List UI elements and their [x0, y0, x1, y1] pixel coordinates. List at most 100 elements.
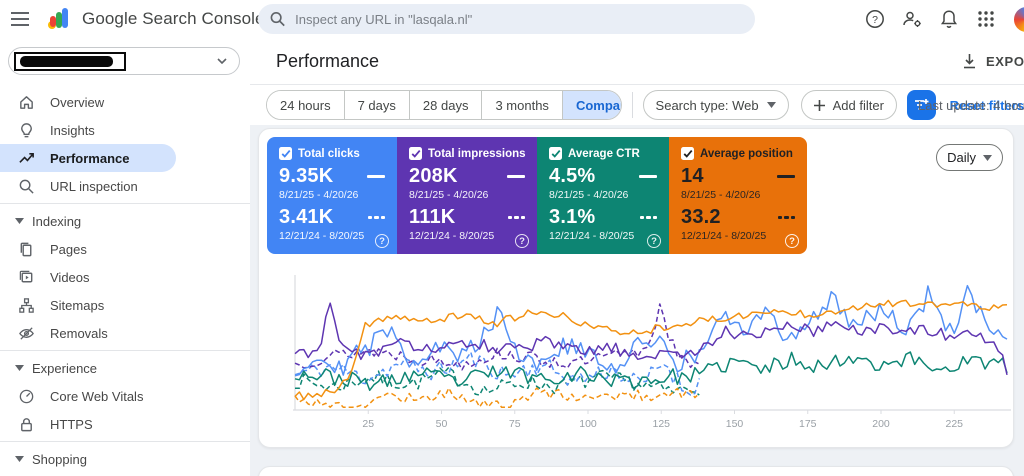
metric-range-current: 8/21/25 - 4/20/26: [409, 189, 489, 201]
solid-line-indicator: [367, 175, 385, 178]
video-icon: [17, 268, 35, 286]
user-settings-icon[interactable]: [901, 8, 923, 30]
checkbox-checked-icon[interactable]: [681, 147, 694, 160]
sidebar-item-pages[interactable]: Pages: [0, 235, 250, 263]
chip-28-days[interactable]: 28 days: [409, 91, 483, 119]
caret-down-icon: [766, 102, 776, 108]
performance-report-card: Total clicks 9.35K 8/21/25 - 4/20/26 3.4…: [258, 128, 1014, 448]
chart-series-position-current: [294, 299, 1008, 401]
help-icon[interactable]: ?: [375, 234, 389, 248]
apps-grid-icon[interactable]: [975, 8, 997, 30]
caret-down-icon: [983, 154, 992, 161]
metric-label: Average CTR: [568, 147, 640, 160]
export-button[interactable]: EXPORT: [962, 53, 1024, 69]
trending-up-icon: [17, 149, 35, 167]
notifications-bell-icon[interactable]: [938, 8, 960, 30]
solid-line-indicator: [777, 175, 795, 178]
sidebar-item-label: Core Web Vitals: [50, 388, 144, 404]
chip-3-months[interactable]: 3 months: [482, 91, 563, 119]
checkbox-checked-icon[interactable]: [549, 147, 562, 160]
url-inspect-searchbar[interactable]: [258, 4, 755, 34]
sidebar-item-performance[interactable]: Performance: [0, 144, 176, 172]
chart-series-clicks-prev: [294, 351, 701, 396]
chip-label: 28 days: [422, 97, 469, 113]
help-icon[interactable]: ?: [647, 234, 661, 248]
sidebar-item-https[interactable]: HTTPS: [0, 410, 250, 438]
sidebar-item-overview[interactable]: Overview: [0, 88, 250, 116]
help-icon[interactable]: ?: [864, 8, 886, 30]
search-type-dropdown[interactable]: Search type: Web: [642, 90, 789, 120]
app-title: Google Search Console: [82, 9, 265, 28]
solid-line-indicator: [639, 175, 657, 178]
metric-value-previous: 3.41K: [279, 206, 334, 228]
metric-label: Total impressions: [428, 147, 526, 160]
metric-value-previous: 33.2: [681, 206, 721, 228]
chip-compare[interactable]: Compare: [562, 91, 621, 119]
sidebar-item-label: Overview: [50, 94, 105, 110]
x-axis-label: 50: [436, 418, 448, 430]
gauge-icon: [17, 387, 35, 405]
metric-card-total-clicks[interactable]: Total clicks 9.35K 8/21/25 - 4/20/26 3.4…: [267, 137, 397, 254]
sidebar-item-label: HTTPS: [50, 416, 93, 432]
sidebar-item-label: URL inspection: [50, 178, 138, 194]
dashed-line-indicator: [507, 216, 525, 219]
help-icon[interactable]: ?: [785, 234, 799, 248]
granularity-dropdown[interactable]: Daily: [936, 144, 1003, 171]
page-title: Performance: [276, 50, 380, 71]
solid-line-indicator: [507, 175, 525, 178]
sidebar-item-insights[interactable]: Insights: [0, 116, 250, 144]
chip-7-days[interactable]: 7 days: [344, 91, 410, 119]
hamburger-menu-icon[interactable]: [0, 0, 40, 38]
x-axis-label: 150: [726, 418, 744, 430]
lock-icon: [17, 415, 35, 433]
top-header: Google Search Console ?: [0, 0, 1024, 38]
sidebar: Overview Insights Performance URL inspec…: [0, 38, 250, 476]
checkbox-checked-icon[interactable]: [279, 147, 292, 160]
account-avatar[interactable]: [1012, 4, 1024, 34]
sidebar-section-experience[interactable]: Experience: [0, 354, 250, 382]
sidebar-divider: [0, 203, 250, 204]
chip-label: Compare: [575, 97, 621, 113]
reset-filters-link[interactable]: Reset filters: [949, 97, 1024, 113]
metric-card-average-position[interactable]: Average position 14 8/21/25 - 4/20/26 33…: [669, 137, 807, 254]
property-selector[interactable]: [8, 47, 240, 75]
search-icon: [17, 177, 35, 195]
sidebar-item-core-web-vitals[interactable]: Core Web Vitals: [0, 382, 250, 410]
dashed-line-indicator: [639, 216, 657, 219]
sidebar-item-videos[interactable]: Videos: [0, 263, 250, 291]
filter-divider: [631, 92, 633, 118]
chip-24-hours[interactable]: 24 hours: [267, 91, 345, 119]
chart-series-ctr-current: [294, 351, 1008, 392]
sidebar-section-label: Indexing: [32, 213, 82, 229]
sidebar-section-shopping[interactable]: Shopping: [0, 445, 250, 473]
home-icon: [17, 93, 35, 111]
metric-card-average-ctr[interactable]: Average CTR 4.5% 8/21/25 - 4/20/26 3.1% …: [537, 137, 669, 254]
metric-card-total-impressions[interactable]: Total impressions 208K 8/21/25 - 4/20/26…: [397, 137, 537, 254]
app-logo[interactable]: Google Search Console: [46, 6, 265, 32]
metric-label: Average position: [700, 147, 793, 160]
filter-settings-button[interactable]: [906, 90, 936, 120]
metric-range-current: 8/21/25 - 4/20/26: [279, 189, 359, 201]
dashed-line-indicator: [777, 216, 795, 219]
sidebar-section-label: Shopping: [32, 451, 87, 467]
performance-chart[interactable]: 25 50 75 100 125 150 175 200 225: [293, 275, 1017, 435]
x-axis-label: 75: [509, 418, 521, 430]
metric-range-previous: 12/21/24 - 8/20/25: [409, 230, 495, 242]
sidebar-item-removals[interactable]: Removals: [0, 319, 250, 347]
sidebar-section-indexing[interactable]: Indexing: [0, 207, 250, 235]
sidebar-item-label: Pages: [50, 241, 87, 257]
sidebar-item-url-inspection[interactable]: URL inspection: [0, 172, 250, 200]
filter-bar: 24 hours 7 days 28 days 3 months Compare…: [250, 85, 1024, 125]
sidebar-item-label: Sitemaps: [50, 297, 105, 313]
metric-range-previous: 12/21/24 - 8/20/25: [549, 230, 635, 242]
sidebar-item-label: Videos: [50, 269, 90, 285]
help-icon[interactable]: ?: [515, 234, 529, 248]
sidebar-item-sitemaps[interactable]: Sitemaps: [0, 291, 250, 319]
checkbox-checked-icon[interactable]: [409, 147, 422, 160]
chart-series-impressions-prev: [294, 303, 700, 371]
search-input[interactable]: [295, 11, 743, 27]
plus-icon: [813, 99, 825, 111]
svg-text:?: ?: [872, 14, 878, 26]
add-filter-button[interactable]: Add filter: [800, 90, 897, 120]
x-axis-label: 200: [872, 418, 890, 430]
